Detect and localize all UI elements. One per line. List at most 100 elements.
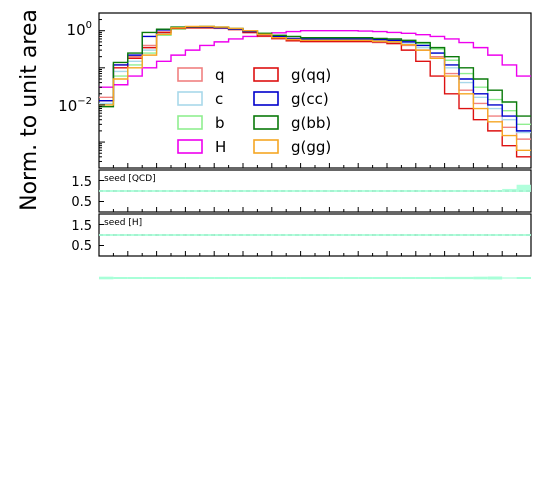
ratio-bin <box>401 234 416 236</box>
ratio-bin <box>142 234 157 236</box>
strip-bin <box>444 276 459 280</box>
ratio-bin <box>415 190 431 192</box>
ratio-bin <box>300 190 315 192</box>
ratio-bin <box>459 234 474 236</box>
ratio-bin <box>199 234 215 236</box>
strip-bin <box>199 277 215 279</box>
ratio-bin <box>185 190 200 192</box>
strip-bin <box>99 276 114 280</box>
strip-bin <box>185 277 200 279</box>
legend-label-c: c <box>215 90 223 108</box>
legend-label-g(qq): g(qq) <box>291 66 331 84</box>
ratio-bin <box>271 234 287 236</box>
ratio-bin <box>516 234 531 236</box>
strip-bin <box>343 277 359 279</box>
ratio-bin <box>127 234 143 236</box>
ratio-bin <box>430 190 445 192</box>
ratio-bin <box>343 234 359 236</box>
ratio-bin <box>358 190 373 192</box>
ratio-bin <box>329 234 344 236</box>
legend-swatch-g(cc) <box>253 91 279 106</box>
legend-label-g(gg): g(gg) <box>291 138 331 156</box>
ratio-bin <box>99 190 114 192</box>
ratio-bin <box>156 234 171 236</box>
ratio-bin <box>358 234 373 236</box>
legend-label-q: q <box>215 66 225 84</box>
strip-bin <box>430 277 445 279</box>
ratio-bin <box>228 190 243 192</box>
ratio-bin <box>502 188 517 192</box>
ratio-panel-qcd-tick-2: 0.5 <box>71 195 92 210</box>
strip-bin <box>271 277 287 279</box>
strip-bin <box>142 277 157 279</box>
strip-bin <box>329 277 344 279</box>
legend-swatch-g(bb) <box>253 115 279 130</box>
legend-label-g(bb): g(bb) <box>291 114 331 132</box>
ratio-bin <box>243 190 258 192</box>
ratio-bin <box>430 234 445 236</box>
ratio-bin <box>171 234 186 236</box>
ratio-bin <box>401 190 416 192</box>
legend-swatch-H <box>177 139 203 154</box>
ratio-bin <box>372 234 387 236</box>
y-tick-label-1: 100 <box>67 20 92 39</box>
legend-label-b: b <box>215 114 225 132</box>
legend-swatch-b <box>177 115 203 130</box>
strip-bin <box>358 277 373 279</box>
ratio-bin <box>473 234 488 236</box>
ratio-bin <box>415 234 431 236</box>
ratio-bin <box>257 190 272 192</box>
ratio-bin <box>473 190 488 192</box>
ratio-bin <box>113 234 128 236</box>
ratio-bin <box>214 190 229 192</box>
main-ticks <box>98 12 532 169</box>
ratio-bin <box>372 190 387 192</box>
ratio-bin <box>171 190 186 192</box>
strip-bin <box>372 277 387 279</box>
legend-label-g(cc): g(cc) <box>291 90 329 108</box>
y-axis-label: Norm. to unit area <box>17 9 42 211</box>
ratio-strip <box>99 276 531 280</box>
legend-swatch-c <box>177 91 203 106</box>
ratio-bin <box>329 190 344 192</box>
y-tick-label-2: 10−2 <box>58 96 92 115</box>
strip-bin <box>214 277 229 279</box>
ratio-bin <box>228 234 243 236</box>
ratio-bin <box>487 234 503 236</box>
ratio-bin <box>444 190 459 192</box>
strip-bin <box>228 277 243 279</box>
ratio-bin <box>185 234 200 236</box>
strip-bin <box>127 277 143 279</box>
ratio-bin <box>502 234 517 236</box>
legend-label-H: H <box>215 138 226 156</box>
ratio-bin <box>444 234 459 236</box>
strip-bin <box>502 277 517 279</box>
ratio-bin <box>243 234 258 236</box>
ratio-bin <box>257 234 272 236</box>
strip-bin <box>487 276 503 280</box>
ratio-bin <box>459 190 474 192</box>
ratio-bin <box>387 190 402 192</box>
strip-bin <box>243 277 258 279</box>
ratio-bin <box>516 184 531 192</box>
strip-bin <box>401 277 416 279</box>
strip-bin <box>473 276 488 280</box>
ratio-bin <box>315 190 330 192</box>
ratio-bin <box>487 190 503 192</box>
strip-bin <box>387 277 402 279</box>
ratio-panel-qcd-tick-1: 1.5 <box>71 175 92 190</box>
strip-bin <box>315 277 330 279</box>
strip-bin <box>156 277 171 279</box>
legend-swatch-g(gg) <box>253 139 279 154</box>
strip-bin <box>516 277 531 279</box>
strip-bin <box>415 277 431 279</box>
ratio-bin <box>300 234 315 236</box>
main-curves <box>99 25 531 158</box>
ratio-bin <box>99 234 114 236</box>
ratio-panel-h-tick-1: 1.5 <box>71 219 92 234</box>
legend-swatch-q <box>177 67 203 82</box>
ratio-bin <box>214 234 229 236</box>
ratio-panel-qcd-label: seed [QCD] <box>104 174 156 184</box>
legend: q g(qq) c g(cc) b g(bb) H g(gg) <box>177 66 331 156</box>
